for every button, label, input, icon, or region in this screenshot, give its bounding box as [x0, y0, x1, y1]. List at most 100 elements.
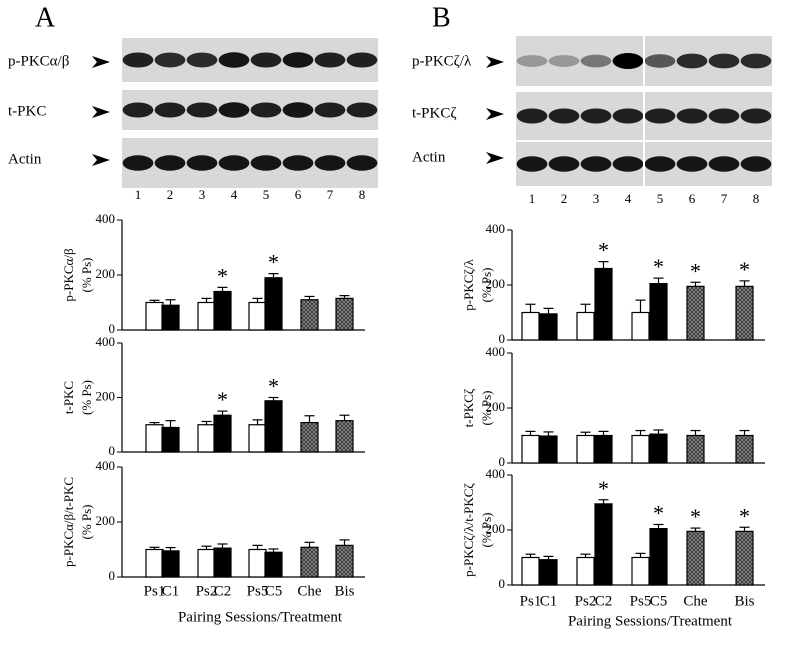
y-axis-label: p-PKCζ/λ/t-PKCζ	[461, 483, 476, 577]
blot-band	[740, 156, 772, 172]
y-tick-label: 200	[486, 521, 506, 536]
bar	[686, 285, 705, 341]
y-tick-label: 200	[96, 388, 116, 403]
y-tick-label: 0	[109, 568, 116, 583]
lane-number: 1	[135, 187, 142, 202]
y-tick-label: 200	[96, 266, 116, 281]
bar	[594, 434, 613, 464]
blot-band	[250, 155, 282, 171]
blot-band	[676, 156, 708, 172]
bar	[300, 546, 319, 578]
y-tick-label: 400	[96, 334, 116, 349]
blot-band	[516, 108, 548, 124]
blot-band	[548, 55, 580, 67]
lane-number: 4	[625, 191, 632, 206]
bar	[213, 290, 232, 331]
lane-number: 4	[231, 187, 238, 202]
blot-band	[580, 156, 612, 172]
lane-number: 2	[167, 187, 174, 202]
blot-band	[218, 155, 250, 171]
y-axis-label: p-PKCζ/λ	[461, 259, 476, 311]
blot-band	[612, 108, 644, 124]
bar	[686, 434, 705, 464]
significance-marker: *	[653, 254, 664, 279]
blot-band	[612, 156, 644, 172]
blot-band	[186, 52, 218, 68]
y-axis-label: t-PKC	[61, 381, 76, 414]
blot-band	[708, 156, 740, 172]
bar	[576, 556, 595, 586]
blot-band	[644, 54, 676, 68]
bar	[594, 267, 613, 341]
blot-band	[676, 108, 708, 124]
bar	[248, 548, 267, 578]
blot-band	[282, 102, 314, 118]
bar	[264, 551, 283, 578]
bar	[576, 311, 595, 341]
lane-number: 3	[593, 191, 600, 206]
blot-label: Actin	[412, 149, 446, 165]
arrowhead	[486, 152, 504, 164]
significance-marker: *	[217, 387, 228, 412]
blot-label: Actin	[8, 151, 42, 167]
lane-number: 7	[721, 191, 728, 206]
lane-number: 6	[689, 191, 696, 206]
bar	[197, 301, 216, 331]
bar	[161, 304, 180, 331]
blot-label: p-PKCα/β	[8, 53, 69, 69]
lane-number: 6	[295, 187, 302, 202]
x-tick-label: Che	[683, 593, 708, 609]
bar	[521, 311, 540, 341]
bar	[649, 283, 668, 341]
bar	[649, 433, 668, 464]
blot-gap	[643, 142, 645, 186]
y-tick-label: 200	[486, 399, 506, 414]
blot-band	[282, 155, 314, 171]
blot-gap	[643, 36, 645, 86]
y-axis-label: (% Ps)	[79, 504, 94, 539]
blot-band	[676, 53, 708, 69]
bar	[521, 434, 540, 464]
arrowhead	[486, 108, 504, 120]
y-tick-label: 0	[499, 331, 506, 346]
bar	[213, 547, 232, 578]
blot-band	[154, 52, 186, 68]
blot-label: t-PKCζ	[412, 105, 457, 121]
lane-number: 3	[199, 187, 206, 202]
x-tick-label: Bis	[334, 583, 354, 599]
blot-band	[346, 102, 378, 118]
arrowhead	[92, 154, 110, 166]
bar	[735, 434, 754, 464]
bar	[521, 556, 540, 586]
blot-band	[122, 102, 154, 118]
bar	[594, 503, 613, 586]
x-tick-label: C1	[162, 583, 180, 599]
blot-band	[708, 53, 740, 69]
bar	[335, 420, 354, 453]
blot-band	[218, 102, 250, 118]
x-axis-label: Pairing Sessions/Treatment	[568, 613, 733, 629]
blot-label: p-PKCζ/λ	[412, 53, 472, 69]
lane-number: 1	[529, 191, 536, 206]
x-tick-label: Ps5	[247, 583, 269, 599]
y-tick-label: 400	[486, 221, 506, 236]
blot-band	[708, 108, 740, 124]
y-tick-label: 0	[499, 454, 506, 469]
bar	[686, 530, 705, 586]
blot-band	[186, 155, 218, 171]
blot-band	[250, 102, 282, 118]
bar	[145, 548, 164, 578]
x-axis-label: Pairing Sessions/Treatment	[178, 609, 343, 625]
blot-band	[282, 52, 314, 68]
significance-marker: *	[598, 238, 609, 263]
blot-band	[644, 156, 676, 172]
blot-band	[186, 102, 218, 118]
blot-band	[346, 52, 378, 68]
lane-number: 2	[561, 191, 568, 206]
y-tick-label: 0	[499, 576, 506, 591]
y-tick-label: 400	[486, 344, 506, 359]
y-tick-label: 200	[96, 513, 116, 528]
y-axis-label: (% Ps)	[479, 512, 494, 547]
lane-number: 7	[327, 187, 334, 202]
